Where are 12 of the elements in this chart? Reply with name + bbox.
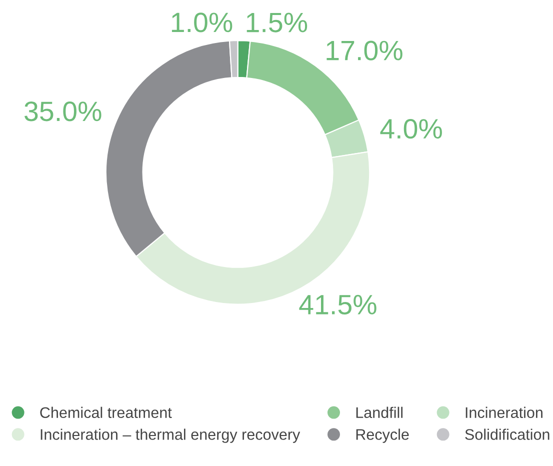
legend-label: Chemical treatment	[40, 406, 172, 418]
data-label: 17.0%	[326, 40, 402, 60]
data-label: 41.5%	[299, 294, 376, 314]
legend-label: Solidification	[465, 428, 550, 440]
data-label: 1.5%	[246, 12, 308, 32]
legend-label: Incineration – thermal energy recovery	[40, 428, 300, 443]
data-label: 35.0%	[24, 102, 102, 122]
data-label: 4.0%	[380, 119, 442, 139]
legend-label: Incineration	[466, 406, 542, 418]
data-label: 1.0%	[172, 12, 232, 32]
legend-label: Recycle	[356, 428, 409, 443]
legend-label: Landfill	[356, 406, 403, 418]
